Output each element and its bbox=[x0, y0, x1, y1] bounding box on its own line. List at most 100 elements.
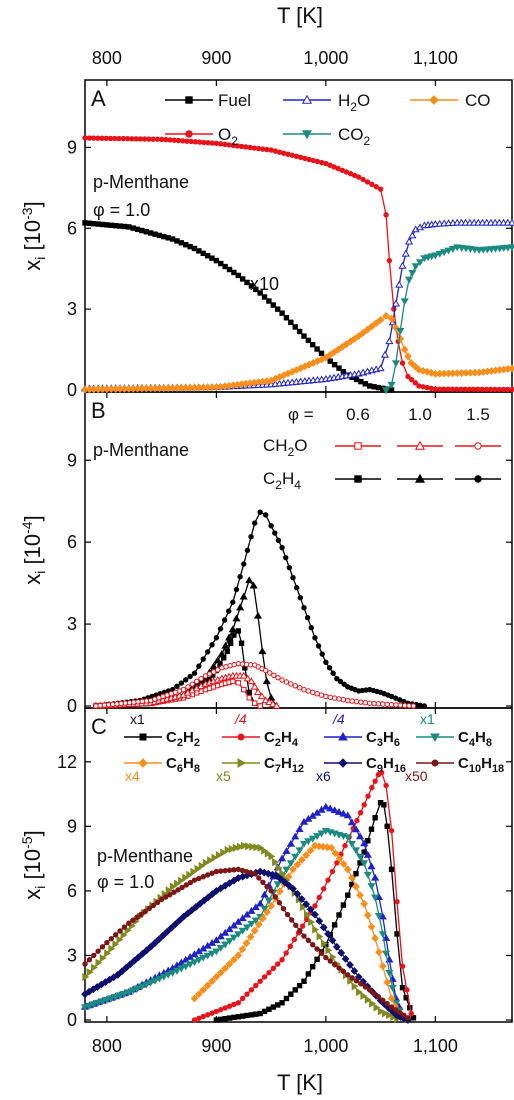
data-point-c2h4 bbox=[329, 868, 336, 875]
data-point-c2h4_15 bbox=[200, 656, 206, 662]
data-point-c2h2 bbox=[372, 815, 378, 821]
data-point-c2h4 bbox=[399, 963, 406, 969]
data-point-c10h18 bbox=[362, 984, 368, 990]
data-point-fuel bbox=[99, 221, 106, 228]
data-point-c2h4 bbox=[287, 943, 293, 950]
data-point-c7h12 bbox=[108, 944, 116, 953]
data-point-c4h8 bbox=[129, 987, 138, 995]
data-point-c2h4_10 bbox=[217, 649, 226, 657]
data-point-c4h8 bbox=[164, 971, 173, 979]
data-point-c3h6 bbox=[334, 807, 344, 815]
data-point-c4h8 bbox=[363, 871, 372, 879]
data-point-c2h4_15 bbox=[196, 663, 202, 669]
data-point-o2 bbox=[318, 159, 325, 166]
series-co2 bbox=[382, 244, 514, 395]
data-point-c2h4_15 bbox=[233, 586, 240, 593]
data-point-fuel bbox=[213, 257, 220, 264]
data-point-c4h8 bbox=[199, 954, 208, 962]
data-point-c7h12 bbox=[173, 879, 181, 888]
top-x-tick-label: 1,000 bbox=[303, 48, 348, 68]
data-point-o2 bbox=[103, 135, 109, 142]
data-point-h2o bbox=[405, 237, 414, 245]
data-point-c2h4 bbox=[213, 1008, 220, 1015]
data-point-c2h2 bbox=[244, 1012, 250, 1019]
data-point-c4h8 bbox=[234, 931, 243, 939]
data-point-o2 bbox=[268, 147, 274, 153]
data-point-c10h18 bbox=[272, 894, 278, 900]
data-point-c9h16 bbox=[191, 903, 200, 911]
data-point-c10h18 bbox=[138, 911, 144, 917]
panel-c-annotation-fuel: p-Menthane bbox=[97, 846, 193, 866]
data-point-c2h4_06 bbox=[246, 689, 252, 696]
data-point-ch2o_15 bbox=[323, 693, 329, 700]
legend-a-h2o-label: H2O bbox=[338, 91, 370, 114]
data-point-c4h8 bbox=[388, 985, 397, 992]
data-point-c9h16 bbox=[280, 878, 289, 887]
data-point-ch2o_15 bbox=[114, 701, 120, 707]
data-point-co bbox=[367, 322, 376, 331]
data-point-o2 bbox=[293, 153, 300, 160]
data-point-o2 bbox=[272, 148, 279, 154]
data-point-ch2o_15 bbox=[271, 672, 277, 678]
data-point-co2 bbox=[431, 252, 440, 260]
data-point-ch2o_10 bbox=[239, 671, 248, 679]
data-point-c9h16 bbox=[264, 869, 273, 878]
legend-c-c2h2-label: C2H2 bbox=[166, 729, 200, 749]
data-point-fuel bbox=[143, 229, 150, 235]
legend-marker-fuel bbox=[185, 96, 193, 104]
data-point-c2h4_10 bbox=[239, 592, 248, 600]
data-point-c2h4 bbox=[365, 793, 371, 799]
bottom-x-tick-label: 800 bbox=[92, 1036, 122, 1056]
data-point-c3h6 bbox=[229, 921, 238, 929]
data-point-c3h6 bbox=[242, 910, 252, 918]
data-point-c10h18 bbox=[252, 870, 258, 877]
data-point-c9h16 bbox=[122, 963, 130, 972]
data-point-c4h8 bbox=[159, 973, 168, 981]
data-point-fuel bbox=[331, 361, 338, 368]
data-point-fuel bbox=[222, 263, 228, 270]
data-point-c10h18 bbox=[175, 887, 181, 893]
data-point-c4h8 bbox=[308, 835, 317, 843]
data-point-c4h8 bbox=[111, 993, 120, 1001]
data-point-c6h8 bbox=[212, 973, 221, 981]
data-point-c10h18 bbox=[305, 937, 312, 944]
data-point-c2h4_15 bbox=[315, 643, 322, 649]
data-point-c7h12 bbox=[232, 843, 240, 852]
data-point-ch2o_15 bbox=[301, 686, 307, 693]
data-point-c10h18 bbox=[314, 946, 320, 952]
data-point-o2 bbox=[405, 373, 411, 380]
data-point-ch2o_15 bbox=[336, 696, 342, 702]
data-point-c10h18 bbox=[256, 875, 262, 881]
data-point-ch2o_15 bbox=[353, 698, 360, 705]
data-point-c4h8 bbox=[251, 917, 260, 925]
data-point-h2o bbox=[380, 350, 390, 358]
top-x-tick-label: 800 bbox=[92, 48, 122, 68]
data-point-c9h16 bbox=[159, 931, 167, 940]
data-point-c10h18 bbox=[297, 928, 303, 934]
data-point-co2 bbox=[391, 360, 401, 368]
data-point-c10h18 bbox=[264, 883, 270, 890]
data-point-fuel bbox=[235, 272, 241, 279]
data-point-c10h18 bbox=[310, 941, 316, 948]
bottom-x-tick-label: 900 bbox=[201, 1036, 231, 1056]
data-point-c4h8 bbox=[146, 979, 155, 987]
data-point-c2h4 bbox=[218, 1006, 224, 1013]
data-point-co bbox=[372, 319, 381, 328]
data-point-c2h4_06 bbox=[235, 628, 241, 634]
data-point-o2 bbox=[509, 386, 514, 393]
data-point-ch2o_15 bbox=[126, 699, 133, 706]
data-point-fuel bbox=[130, 225, 136, 231]
data-point-c6h8 bbox=[378, 962, 387, 971]
data-point-c4h8 bbox=[172, 967, 182, 975]
data-point-c10h18 bbox=[280, 905, 287, 912]
data-point-c6h8 bbox=[229, 955, 238, 964]
data-point-c3h6 bbox=[343, 811, 352, 819]
data-point-c10h18 bbox=[268, 888, 274, 894]
panel-c-letter: C bbox=[91, 714, 107, 739]
data-point-c2h2 bbox=[261, 1008, 268, 1015]
data-point-c2h4_15 bbox=[272, 530, 278, 536]
data-point-ch2o_15 bbox=[198, 675, 204, 682]
data-point-fuel bbox=[183, 242, 189, 248]
data-point-c10h18 bbox=[154, 899, 161, 906]
